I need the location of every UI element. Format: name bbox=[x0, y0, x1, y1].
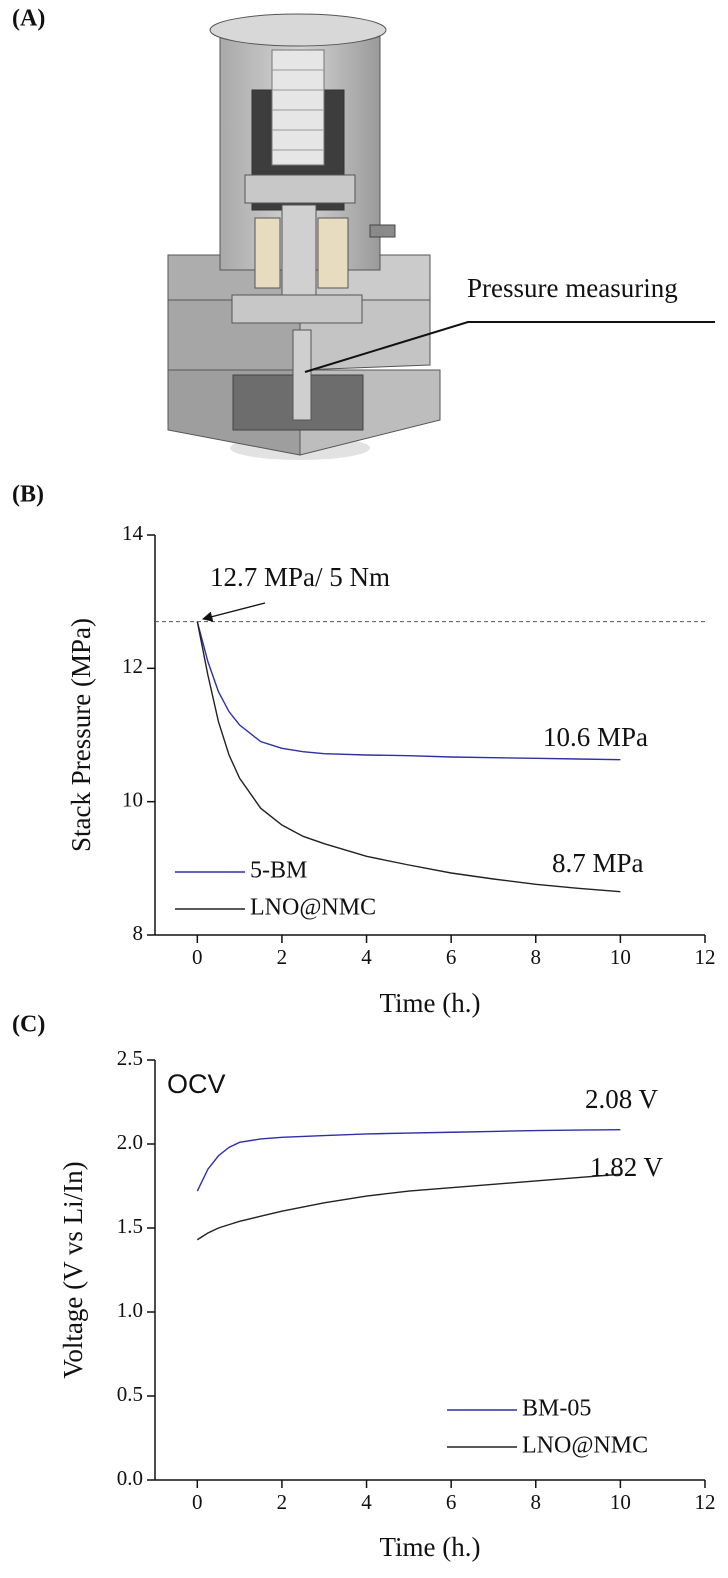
series-line bbox=[196, 621, 621, 893]
annotation: 12.7 MPa/ 5 Nm bbox=[210, 562, 390, 592]
x-tick-label: 2 bbox=[277, 1490, 288, 1514]
y-tick-label: 1.0 bbox=[117, 1298, 143, 1322]
panel-label: (B) bbox=[12, 482, 44, 508]
series-line bbox=[196, 621, 621, 761]
x-tick-label: 8 bbox=[531, 945, 542, 969]
y-axis-title: Stack Pressure (MPa) bbox=[66, 618, 96, 852]
y-tick-label: 2.0 bbox=[117, 1130, 143, 1154]
device-illustration bbox=[167, 13, 441, 460]
annotation-arrow bbox=[201, 602, 266, 622]
legend-label: LNO@NMC bbox=[522, 1433, 648, 1459]
x-tick-label: 4 bbox=[361, 945, 372, 969]
annotation: 10.6 MPa bbox=[543, 722, 648, 752]
x-axis-title: Time (h.) bbox=[379, 1532, 480, 1562]
y-tick-label: 1.5 bbox=[117, 1214, 143, 1238]
panel-label: (C) bbox=[12, 1012, 45, 1038]
y-tick-label: 10 bbox=[122, 787, 143, 811]
annotation: Pressure measuring bbox=[467, 273, 678, 303]
annotation: 2.08 V bbox=[585, 1084, 659, 1114]
x-tick-label: 10 bbox=[610, 1490, 631, 1514]
panel-label: (A) bbox=[12, 6, 45, 32]
annotation: 8.7 MPa bbox=[552, 848, 644, 878]
y-tick-label: 12 bbox=[122, 654, 143, 678]
y-tick-label: 2.5 bbox=[117, 1046, 143, 1070]
leader-line bbox=[304, 321, 715, 373]
x-tick-label: 12 bbox=[695, 1490, 716, 1514]
x-tick-label: 8 bbox=[531, 1490, 542, 1514]
x-tick-label: 0 bbox=[192, 1490, 203, 1514]
legend-label: BM-05 bbox=[522, 1396, 591, 1422]
y-tick-label: 0.5 bbox=[117, 1382, 143, 1406]
x-tick-label: 10 bbox=[610, 945, 631, 969]
series-line bbox=[196, 1129, 621, 1192]
x-tick-label: 6 bbox=[446, 1490, 457, 1514]
x-tick-label: 6 bbox=[446, 945, 457, 969]
y-tick-label: 8 bbox=[133, 921, 144, 945]
annotation: OCV bbox=[167, 1069, 226, 1099]
x-tick-label: 0 bbox=[192, 945, 203, 969]
annotation: 1.82 V bbox=[590, 1152, 664, 1182]
x-axis-title: Time (h.) bbox=[379, 988, 480, 1018]
x-tick-label: 2 bbox=[277, 945, 288, 969]
series-line bbox=[196, 1173, 621, 1241]
y-tick-label: 14 bbox=[122, 521, 144, 545]
legend-label: 5-BM bbox=[250, 858, 307, 884]
x-tick-label: 12 bbox=[695, 945, 716, 969]
y-tick-label: 0.0 bbox=[117, 1466, 143, 1490]
x-tick-label: 4 bbox=[361, 1490, 372, 1514]
y-axis-title: Voltage (V vs Li/In) bbox=[58, 1161, 88, 1378]
legend-label: LNO@NMC bbox=[250, 895, 376, 921]
